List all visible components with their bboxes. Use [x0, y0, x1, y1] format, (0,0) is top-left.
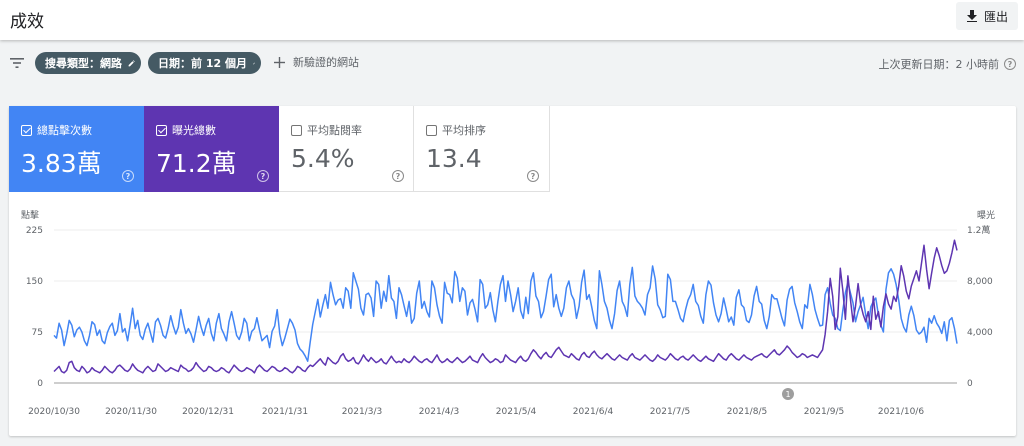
metric-total-clicks[interactable]: 總點擊次數 3.83萬 ?	[9, 106, 144, 192]
right-tick-label: 8,000	[967, 277, 993, 287]
metric-value: 5.4%	[291, 144, 355, 173]
right-tick-label: 1.2萬	[967, 224, 990, 236]
performance-chart: 點擊 曝光 225 1.2萬 150 8,000 75 4,000 0 0 2020/10/30 20…	[21, 209, 995, 417]
metric-label: 平均點閱率	[307, 124, 362, 137]
metric-label: 曝光總數	[172, 124, 216, 137]
x-tick-label: 2021/3/3	[342, 407, 382, 417]
date-range-chip[interactable]: 日期：前 12 個月	[148, 52, 261, 74]
x-tick-label: 2021/6/4	[573, 407, 614, 417]
annotation-marker[interactable]: 1	[782, 388, 794, 400]
last-updated: 上次更新日期：2 小時前 ?	[878, 56, 1016, 72]
x-tick-label: 2021/10/6	[878, 407, 924, 417]
x-tick-label: 2021/8/5	[727, 407, 767, 417]
download-icon	[966, 10, 977, 22]
filter-icon[interactable]	[10, 56, 24, 70]
checkbox-checked-icon[interactable]	[21, 124, 32, 136]
x-tick-label: 2020/12/31	[182, 407, 234, 417]
left-tick-label: 225	[26, 226, 43, 236]
help-icon[interactable]: ?	[122, 170, 134, 182]
date-range-chip-label: 日期：前 12 個月	[158, 57, 247, 70]
page-title: 成效	[10, 12, 44, 32]
add-site-button[interactable]: 新驗證的網站	[274, 54, 359, 70]
x-tick-label: 2020/10/30	[28, 407, 80, 417]
edit-pencil-icon	[253, 62, 255, 64]
x-tick-label: 2021/4/3	[419, 407, 459, 417]
filter-bar: 搜尋類型：網路 日期：前 12 個月 新驗證的網站 上次更新日期：2 小時前 ?	[0, 46, 1024, 80]
performance-card: 總點擊次數 3.83萬 ? 曝光總數 71.2萬 ? 平均點閱率 5.4% ? …	[9, 106, 1016, 436]
metric-average-position[interactable]: 平均排序 13.4 ?	[414, 106, 550, 192]
left-axis-title: 點擊	[21, 209, 39, 221]
export-label: 匯出	[983, 9, 1008, 24]
clicks-series-line	[53, 265, 958, 362]
metric-value: 13.4	[426, 144, 482, 173]
search-type-chip[interactable]: 搜尋類型：網路	[35, 52, 141, 74]
x-tick-label: 2021/7/5	[650, 407, 690, 417]
x-tick-label: 2021/9/5	[804, 407, 844, 417]
checkbox-unchecked-icon[interactable]	[426, 124, 437, 136]
right-axis-title: 曝光	[977, 209, 995, 221]
checkbox-unchecked-icon[interactable]	[291, 124, 302, 136]
metric-value: 3.83萬	[21, 149, 102, 178]
left-tick-label: 75	[32, 328, 43, 338]
metric-value: 71.2萬	[156, 149, 237, 178]
metric-label: 總點擊次數	[37, 124, 92, 137]
impressions-series-line	[53, 239, 958, 374]
search-type-chip-label: 搜尋類型：網路	[45, 57, 122, 70]
help-icon[interactable]: ?	[257, 170, 269, 182]
x-tick-label: 2021/1/31	[262, 407, 308, 417]
metric-label: 平均排序	[442, 124, 486, 137]
last-updated-text: 上次更新日期：2 小時前	[878, 58, 1000, 71]
x-tick-label: 2020/11/30	[105, 407, 157, 417]
annotation-label: 1	[785, 390, 790, 399]
right-tick-label: 4,000	[967, 328, 993, 338]
help-icon[interactable]: ?	[527, 170, 539, 182]
right-tick-label: 0	[967, 379, 973, 389]
help-icon[interactable]: ?	[392, 170, 404, 182]
export-button[interactable]: 匯出	[956, 2, 1018, 30]
x-tick-label: 2021/5/4	[496, 407, 537, 417]
metric-average-ctr[interactable]: 平均點閱率 5.4% ?	[279, 106, 414, 192]
help-icon[interactable]: ?	[1004, 58, 1016, 70]
top-header: 成效 匯出	[0, 0, 1024, 40]
metric-total-impressions[interactable]: 曝光總數 71.2萬 ?	[144, 106, 279, 192]
edit-pencil-icon	[128, 59, 135, 66]
checkbox-checked-icon[interactable]	[156, 124, 167, 136]
left-tick-label: 150	[26, 277, 43, 287]
add-site-label: 新驗證的網站	[293, 56, 359, 69]
plus-icon	[274, 56, 285, 68]
left-tick-label: 0	[37, 379, 43, 389]
